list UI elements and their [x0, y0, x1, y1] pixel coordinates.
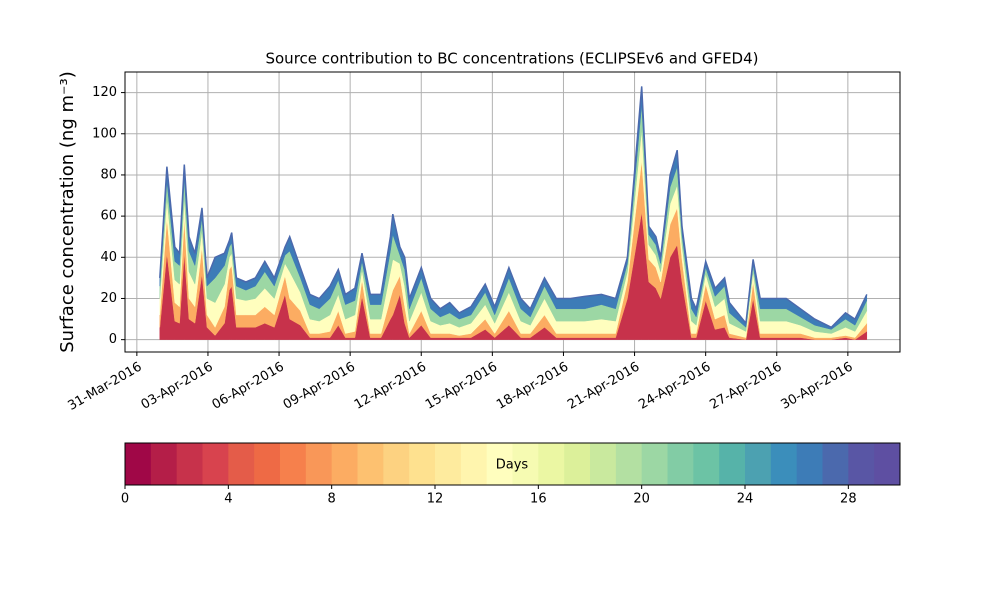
x-tick-label: 18-Apr-2016	[494, 360, 571, 413]
colorbar-swatch	[719, 443, 746, 485]
colorbar-swatch	[280, 443, 307, 485]
x-tick-label: 09-Apr-2016	[281, 360, 358, 413]
colorbar-swatch	[409, 443, 436, 485]
chart-title: Source contribution to BC concentrations…	[265, 50, 758, 68]
colorbar-swatch	[538, 443, 565, 485]
x-tick-label: 24-Apr-2016	[636, 360, 713, 413]
colorbar-swatch	[745, 443, 772, 485]
y-tick-label: 80	[100, 167, 117, 182]
colorbar-swatch	[435, 443, 462, 485]
colorbar-tick-label: 16	[530, 492, 547, 507]
y-tick-label: 20	[100, 291, 117, 306]
plot-frame	[124, 71, 901, 353]
colorbar-swatch	[667, 443, 694, 485]
y-tick-label: 120	[92, 85, 117, 100]
colorbar-tick-label: 12	[427, 492, 444, 507]
colorbar-swatch	[383, 443, 410, 485]
colorbar-tick-label: 24	[737, 492, 754, 507]
x-tick-label: 31-Mar-2016	[65, 360, 144, 414]
colorbar-tick-label: 28	[840, 492, 857, 507]
colorbar-swatch	[357, 443, 384, 485]
colorbar-frame	[124, 442, 901, 486]
colorbar-tick-label: 0	[121, 492, 129, 507]
x-tick-label: 03-Apr-2016	[139, 360, 216, 413]
colorbar-swatch	[486, 443, 513, 485]
colorbar-swatch	[641, 443, 668, 485]
colorbar-swatch	[874, 443, 901, 485]
colorbar-swatch	[564, 443, 591, 485]
colorbar-swatch	[254, 443, 281, 485]
y-tick-label: 0	[109, 332, 117, 347]
colorbar-swatch	[615, 443, 643, 485]
x-tick-label: 12-Apr-2016	[352, 360, 429, 413]
colorbar-swatch	[202, 443, 229, 485]
colorbar-swatch	[305, 443, 333, 485]
areas	[159, 86, 868, 340]
colorbar-swatch	[512, 443, 539, 485]
colorbar-swatch	[125, 443, 152, 485]
colorbar-swatch	[590, 443, 617, 485]
colorbar	[125, 443, 901, 485]
x-tick-label: 27-Apr-2016	[707, 360, 784, 413]
x-tick-label: 30-Apr-2016	[778, 360, 855, 413]
colorbar-swatch	[770, 443, 798, 485]
colorbar-swatch	[150, 443, 178, 485]
colorbar-swatch	[460, 443, 488, 485]
y-tick-label: 100	[92, 126, 117, 141]
y-tick-label: 60	[100, 209, 117, 224]
x-tick-label: 21-Apr-2016	[565, 360, 642, 413]
colorbar-tick-label: 20	[633, 492, 650, 507]
colorbar-swatch	[228, 443, 255, 485]
x-tick-label: 06-Apr-2016	[210, 360, 287, 413]
y-tick-label: 40	[100, 250, 117, 265]
colorbar-tick-label: 8	[328, 492, 336, 507]
x-tick-label: 15-Apr-2016	[423, 360, 500, 413]
colorbar-swatch	[331, 443, 358, 485]
colorbar-swatch	[822, 443, 849, 485]
top-edge	[159, 86, 868, 329]
colorbar-tick-label: 4	[224, 492, 232, 507]
colorbar-swatch	[796, 443, 823, 485]
colorbar-swatch	[176, 443, 203, 485]
colorbar-swatch	[848, 443, 875, 485]
colorbar-swatch	[693, 443, 720, 485]
colorbar-label: Days	[496, 458, 529, 473]
y-axis-label: Surface concentration (ng m⁻³)	[57, 71, 78, 353]
